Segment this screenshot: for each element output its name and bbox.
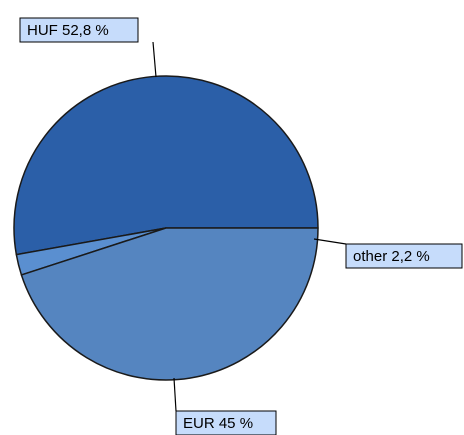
slice-label-huf: HUF 52,8 % [19, 17, 139, 43]
slice-label-other: other 2,2 % [345, 243, 463, 269]
leader-line-huf [152, 41, 157, 78]
pie-slice-eur [20, 227, 319, 381]
label-box [19, 17, 139, 43]
leader-line-other [313, 238, 347, 245]
label-box [175, 410, 277, 435]
label-text: other 2,2 % [353, 248, 430, 265]
pie-slices [13, 75, 319, 381]
label-box [345, 243, 463, 269]
slice-label-eur: EUR 45 % [175, 410, 277, 435]
label-leader-lines [152, 41, 347, 412]
label-text: EUR 45 % [183, 415, 253, 432]
label-text: HUF 52,8 % [27, 22, 109, 39]
pie-slice-huf [13, 75, 319, 256]
slice-labels: HUF 52,8 % other 2,2 % EUR 45 % [19, 17, 463, 435]
leader-line-eur [173, 377, 177, 412]
